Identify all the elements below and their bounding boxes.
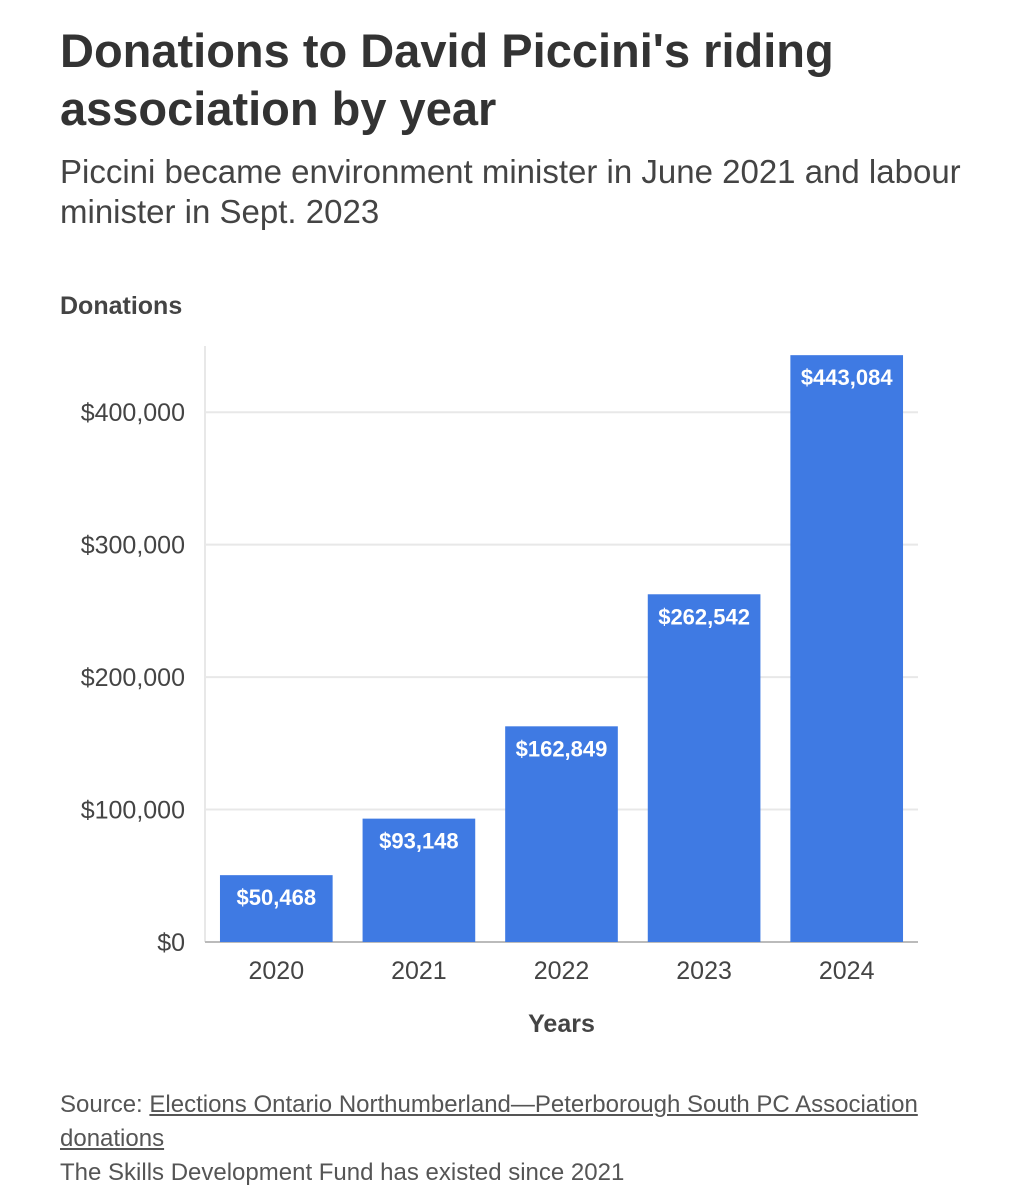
y-axis-ticks: $0 $100,000 $200,000 $300,000 $400,000 — [81, 399, 185, 957]
bar-value-label: $50,468 — [237, 885, 317, 910]
bars: $50,468 $93,148 $162,849 $262,542 $443,084 — [219, 355, 904, 942]
x-tick-label: 2023 — [676, 957, 732, 985]
y-tick-label: $400,000 — [81, 399, 185, 427]
footer-note: The Skills Development Fund has existed … — [60, 1159, 625, 1186]
y-axis-title: Donations — [60, 292, 182, 320]
source-link[interactable]: Elections Ontario Northumberland—Peterbo… — [60, 1091, 918, 1152]
bar-2021 — [362, 818, 476, 942]
y-tick-label: $100,000 — [81, 797, 185, 825]
bar-2020 — [219, 875, 333, 942]
y-tick-label: $300,000 — [81, 532, 185, 560]
bar-2022 — [505, 726, 618, 942]
bar-chart: Donations $50,468 $93,148 $162,849 $262,542… — [60, 292, 918, 1038]
chart-subtitle: Piccini became environment minister in J… — [60, 153, 961, 230]
x-tick-label: 2024 — [819, 957, 875, 985]
x-axis-ticks: 2020 2021 2022 2023 2024 — [248, 957, 874, 985]
source-prefix: Source: — [60, 1091, 150, 1118]
chart-footer: Source: Elections Ontario Northumberland… — [60, 1088, 960, 1190]
chart-title: Donations to David Piccini's riding asso… — [60, 24, 834, 135]
y-tick-label: $200,000 — [81, 664, 185, 692]
bar-value-label: $162,849 — [516, 736, 608, 761]
bar-2023 — [647, 594, 761, 942]
source-line: Source: Elections Ontario Northumberland… — [60, 1088, 960, 1156]
x-tick-label: 2022 — [534, 957, 590, 985]
x-tick-label: 2020 — [248, 957, 304, 985]
x-axis-title: Years — [528, 1010, 595, 1038]
x-tick-label: 2021 — [391, 957, 447, 985]
bar-value-label: $262,542 — [658, 604, 750, 629]
bar-value-label: $93,148 — [379, 829, 459, 854]
y-tick-label: $0 — [157, 929, 185, 957]
bar-2024 — [790, 355, 904, 942]
bar-value-label: $443,084 — [801, 365, 894, 390]
